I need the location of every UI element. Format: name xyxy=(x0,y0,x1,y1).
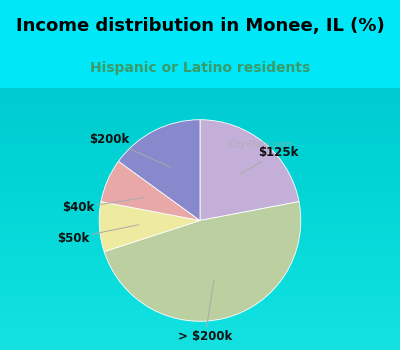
Text: > $200k: > $200k xyxy=(178,280,232,343)
Wedge shape xyxy=(101,161,200,220)
Text: $50k: $50k xyxy=(57,225,139,245)
Wedge shape xyxy=(104,202,301,321)
Wedge shape xyxy=(200,120,299,220)
Wedge shape xyxy=(99,202,200,252)
Text: Hispanic or Latino residents: Hispanic or Latino residents xyxy=(90,61,310,75)
Text: $40k: $40k xyxy=(62,198,144,215)
Text: City-Data.com: City-Data.com xyxy=(228,140,292,149)
Text: Income distribution in Monee, IL (%): Income distribution in Monee, IL (%) xyxy=(16,18,384,35)
Wedge shape xyxy=(118,120,200,220)
Text: $125k: $125k xyxy=(240,146,298,174)
Text: $200k: $200k xyxy=(89,133,171,167)
